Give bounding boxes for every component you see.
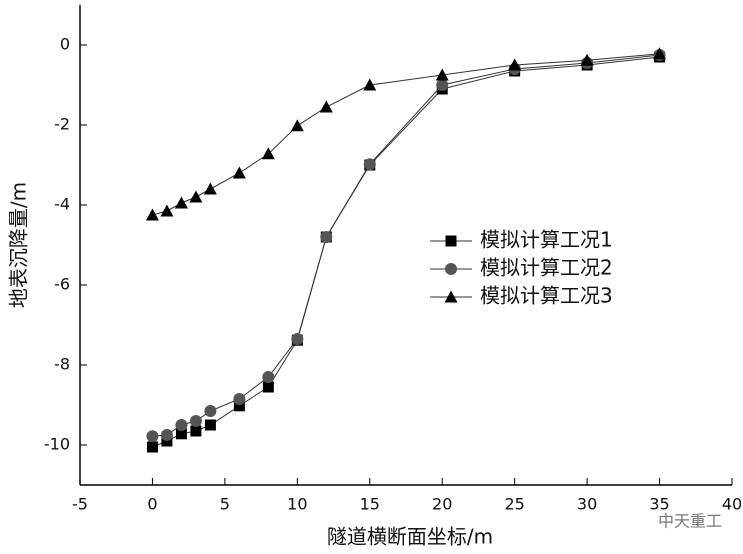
marker bbox=[363, 78, 377, 91]
marker bbox=[319, 100, 333, 113]
y-tick-label: 0 bbox=[60, 35, 70, 54]
marker bbox=[435, 68, 449, 81]
x-tick-label: 15 bbox=[360, 495, 380, 514]
marker bbox=[262, 381, 274, 393]
marker bbox=[175, 419, 188, 431]
marker bbox=[203, 182, 217, 195]
marker bbox=[290, 119, 304, 132]
y-tick-label: -10 bbox=[44, 435, 70, 454]
marker bbox=[146, 430, 159, 443]
watermark: 中天重工 bbox=[658, 512, 722, 531]
x-tick-label: 10 bbox=[287, 495, 307, 514]
marker bbox=[160, 204, 174, 217]
x-tick-label: 35 bbox=[649, 495, 669, 514]
marker bbox=[204, 405, 217, 417]
marker bbox=[363, 158, 376, 171]
marker bbox=[653, 47, 667, 60]
y-tick-label: -6 bbox=[54, 275, 70, 294]
marker bbox=[436, 79, 449, 91]
y-axis-label: 地表沉降量/m bbox=[7, 182, 31, 308]
marker bbox=[175, 428, 187, 440]
series-line bbox=[152, 56, 660, 448]
marker bbox=[189, 190, 203, 203]
marker bbox=[146, 441, 158, 453]
marker bbox=[189, 415, 202, 427]
marker bbox=[204, 419, 216, 431]
legend-label: 模拟计算工况2 bbox=[480, 256, 613, 280]
x-tick-label: 30 bbox=[577, 495, 597, 514]
marker bbox=[261, 147, 275, 160]
legend-marker bbox=[445, 263, 457, 275]
y-tick-label: -8 bbox=[54, 355, 70, 374]
x-tick-label: 5 bbox=[220, 495, 230, 514]
marker bbox=[508, 58, 522, 71]
legend-marker bbox=[445, 235, 457, 247]
x-tick-label: 40 bbox=[722, 495, 742, 514]
legend-label: 模拟计算工况1 bbox=[480, 228, 613, 252]
x-axis-label: 隧道横断面坐标/m bbox=[327, 525, 493, 549]
series-line bbox=[152, 53, 660, 216]
marker bbox=[233, 393, 246, 405]
x-tick-label: 25 bbox=[504, 495, 524, 514]
marker bbox=[580, 53, 594, 66]
legend-label: 模拟计算工况3 bbox=[480, 284, 613, 308]
marker bbox=[233, 400, 245, 412]
x-tick-label: 20 bbox=[432, 495, 452, 514]
marker bbox=[232, 166, 246, 179]
marker bbox=[160, 429, 173, 441]
marker bbox=[291, 333, 304, 345]
marker bbox=[262, 371, 275, 383]
x-tick-label: -5 bbox=[72, 495, 88, 514]
marker bbox=[174, 196, 188, 209]
marker bbox=[190, 425, 202, 437]
marker bbox=[320, 231, 333, 243]
legend-marker bbox=[444, 290, 458, 303]
marker bbox=[145, 208, 159, 221]
y-tick-label: -4 bbox=[54, 195, 70, 214]
y-tick-label: -2 bbox=[54, 115, 70, 134]
x-tick-label: 0 bbox=[147, 495, 157, 514]
